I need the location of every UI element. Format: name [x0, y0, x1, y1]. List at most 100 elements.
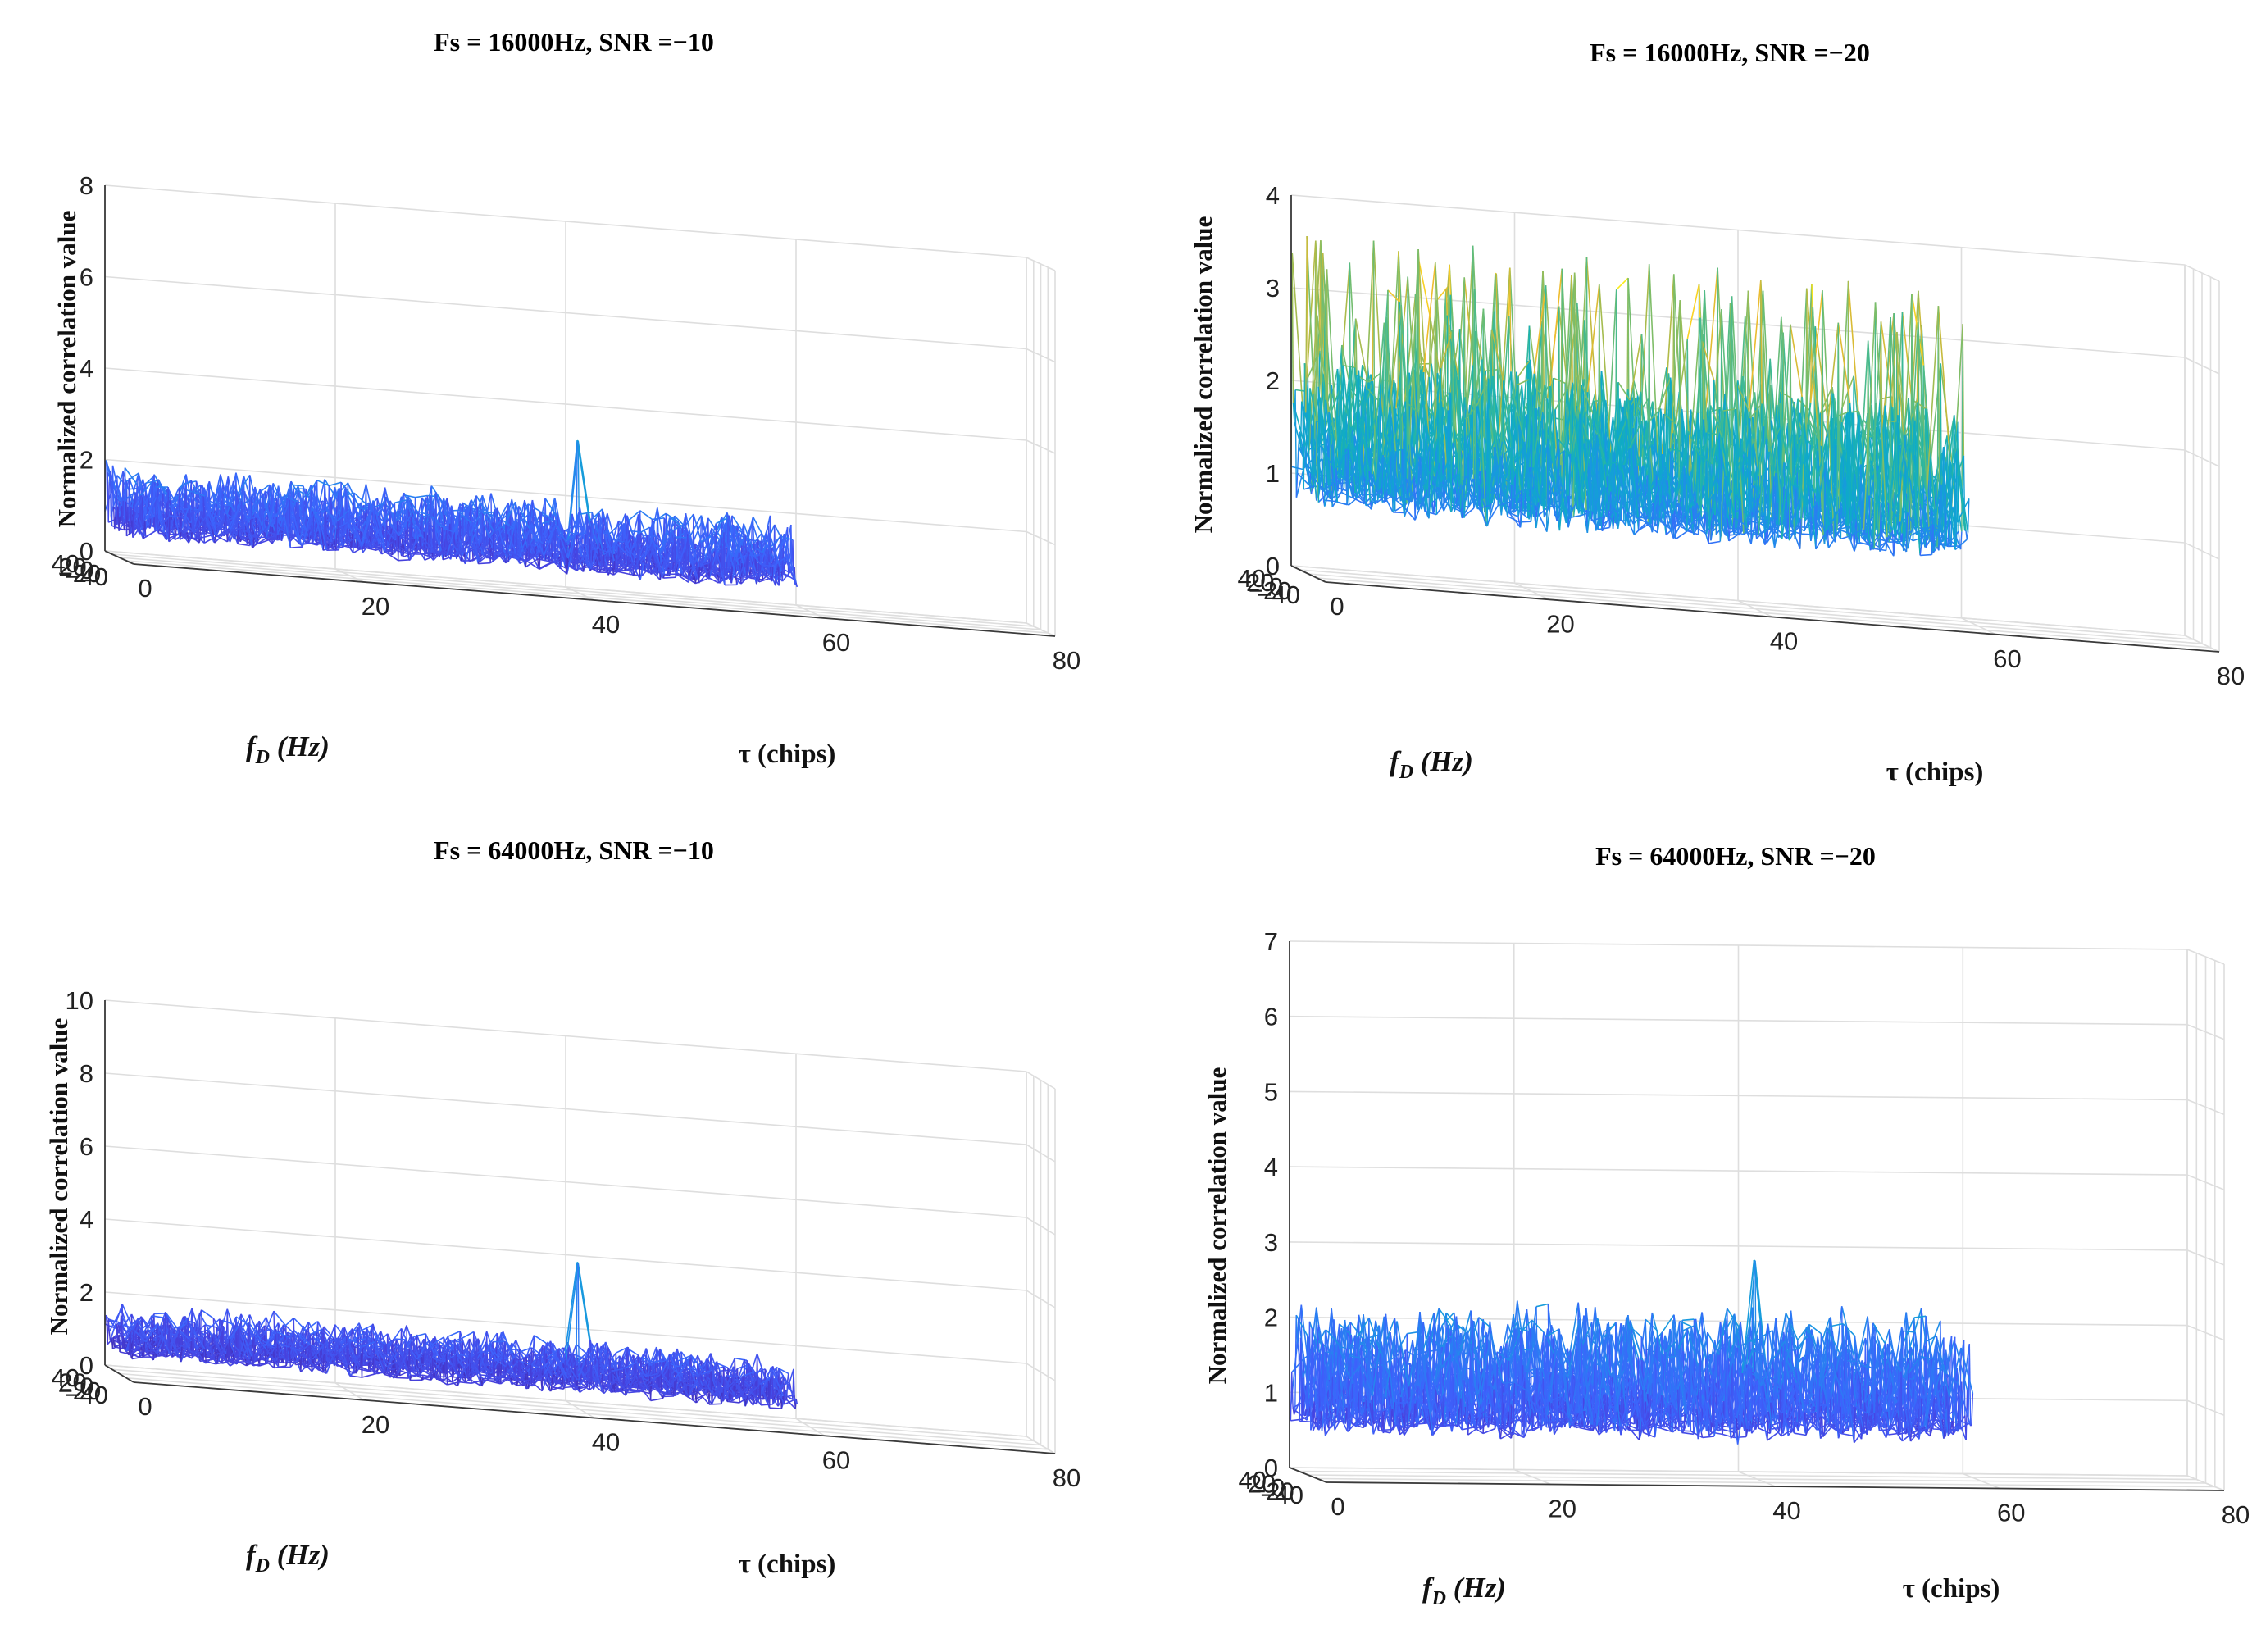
panel-1-surface-segment-1811: [540, 511, 554, 521]
panel-1-surface-segment-3217: [780, 536, 782, 572]
panel-1-surface-segment-2093: [603, 512, 605, 518]
panel-1-surface-segment-2947: [199, 517, 202, 539]
panel-1-surface-segment-3659: [759, 564, 762, 571]
panel-1-surface-segment-3631: [421, 516, 424, 539]
panel-1-surface-segment-1022: [389, 500, 403, 525]
panel-1-surface-segment-2420: [532, 509, 535, 555]
panel-1-z-tick-3: 6: [80, 263, 93, 292]
panel-1-gridline-18: [1026, 348, 1056, 363]
panel-1-surface-segment-1781: [179, 480, 192, 489]
panel-1-surface-segment-3402: [335, 528, 338, 551]
panel-1-surface-segment-3486: [674, 536, 687, 539]
panel-1-surface-segment-2854: [416, 542, 418, 552]
panel-1-surface-segment-1769: [708, 550, 711, 570]
panel-1-surface-segment-2721: [149, 517, 152, 529]
panel-1-surface-segment-3637: [494, 512, 497, 559]
panel-1-surface-segment-2621: [281, 530, 284, 539]
panel-1-x-tick-4: 80: [1053, 646, 1081, 675]
panel-1-surface-segment-2761: [631, 535, 635, 576]
panel-1-z-axis-label: Normalized correlation value: [52, 211, 81, 528]
panel-1-surface-segment-3616: [240, 500, 243, 529]
panel-1-surface-segment-3544: [710, 553, 712, 569]
panel-1-gridline-16: [1026, 530, 1056, 546]
panel-1-surface-segment-822: [653, 512, 667, 522]
panel-1-surface-segment-2941: [126, 507, 130, 522]
panel-1-surface-segment-3624: [337, 521, 339, 550]
panel-1-surface-segment-3629: [398, 535, 400, 561]
panel-1-surface-segment-813: [544, 498, 558, 518]
panel-1-surface-segment-3574: [398, 559, 411, 562]
panel-1-surface-segment-166: [105, 460, 107, 462]
panel-1-surface-segment-2849: [355, 510, 357, 518]
panel-1-surface-segment-3630: [409, 514, 412, 560]
panel-1-surface-segment-906: [329, 481, 342, 487]
panel-1-surface-segment-3082: [489, 548, 492, 563]
panel-1-y-tick-4: 40: [52, 549, 80, 578]
panel-1-surface-segment-1564: [237, 474, 251, 494]
panel-1-surface-segment-3636: [482, 513, 485, 556]
panel-1-surface-segment-3610: [168, 516, 171, 542]
panel-1-surface-segment-2096: [639, 531, 641, 557]
panel-1-surface-segment-2025: [446, 542, 459, 550]
panel-1-x-tick-2: 40: [592, 610, 620, 639]
panel-1-surface-segment-1321: [657, 507, 659, 534]
panel-1-surface-segment-2020: [385, 496, 399, 533]
panel-1-z-tick-1: 2: [80, 446, 93, 475]
panel-1-surface-segment-714: [688, 515, 703, 539]
panel-1-surface-segment-1245: [403, 492, 417, 519]
panel-1-surface: [104, 439, 798, 588]
panel-1-surface-segment-1980: [577, 440, 580, 512]
panel-1-gridline-9: [104, 184, 1027, 258]
panel-1-surface-segment-3617: [252, 536, 255, 547]
panel-1-surface-segment-1855: [407, 496, 410, 507]
panel-1-surface-segment-3651: [662, 574, 666, 579]
panel-1-z-tick-2: 4: [80, 354, 93, 383]
panel-1-z-tick-4: 8: [80, 171, 93, 200]
panel-1-surface-segment-905: [316, 479, 330, 487]
panel-1-surface-segment-2727: [221, 490, 224, 521]
panel-1-surface-segment-536: [554, 498, 557, 513]
panel-1-gridline-19: [1026, 257, 1056, 271]
panel-1-surface-segment-530: [481, 495, 485, 513]
panel-1-y-axis-label-unit: (Hz): [270, 730, 330, 762]
panel-1-surface-segment-721: [109, 471, 112, 517]
panel-1-x-tick-1: 20: [362, 592, 389, 621]
panel-1-gridline-27: [119, 557, 1041, 630]
panel-1-surface-segment-3506: [252, 545, 254, 548]
panel-1-surface-segment-598: [627, 510, 641, 522]
panel-1-surface-segment-1218: [752, 517, 755, 546]
panel-1-surface-segment-1135: [415, 494, 428, 498]
panel-1-surface-segment-2847: [331, 543, 334, 547]
panel-1-surface-segment-3297: [407, 517, 409, 554]
panel-1-surface-segment-3530: [541, 523, 544, 544]
panel-1-surface-segment-1823: [685, 513, 699, 570]
panel-1-surface-segment-3290: [322, 544, 325, 551]
panel-1-surface-segment-3439: [781, 542, 785, 582]
panel-1-surface-segment-2754: [547, 528, 550, 531]
panel-1-surface-segment-2108: [783, 559, 786, 575]
panel-1-surface-segment-1262: [608, 521, 622, 535]
panel-1-surface-segment-2145: [555, 562, 568, 571]
panel-1-surface-segment-938: [714, 512, 728, 535]
panel-1-surface-segment-1925: [577, 440, 591, 521]
panel-1-surface-segment-3516: [372, 500, 375, 503]
panel-1-surface-segment-1276: [114, 516, 116, 530]
panel-1-surface-segment-1119: [221, 504, 235, 540]
panel-1-surface-segment-770: [700, 515, 703, 521]
panel-1-surface-segment-3197: [539, 553, 541, 570]
panel-1-surface-segment-3596: [663, 576, 676, 579]
panel-1-y-axis-label-sub: D: [255, 747, 270, 768]
panel-1-surface-segment-1814: [576, 440, 590, 521]
panel-1-grid: [104, 184, 1056, 637]
panel-1-surface-segment-907: [340, 481, 354, 498]
panel-1-surface-segment-2543: [678, 526, 680, 543]
panel-1-surface-segment-3676: [290, 546, 303, 548]
panel-1-surface-segment-499: [107, 481, 110, 523]
panel-1-x-axis-label: τ (chips): [739, 740, 836, 769]
panel-1-surface-segment-3188: [430, 495, 433, 554]
panel-1-surface-segment-960: [316, 480, 319, 521]
panel-1-surface-segment-351: [324, 479, 338, 499]
panel-1-surface-segment-2124: [302, 484, 316, 500]
panel-1-surface-segment-3189: [442, 552, 444, 560]
